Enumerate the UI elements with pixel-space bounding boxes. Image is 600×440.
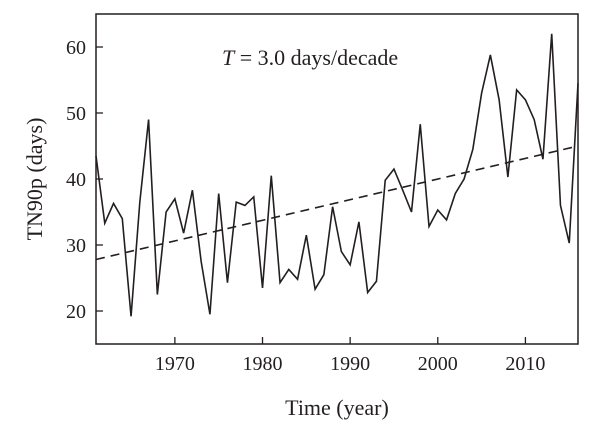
trend-annotation-text: = 3.0 days/decade	[234, 45, 398, 70]
y-axis-label: TN90p (days)	[22, 118, 47, 241]
data-series-line	[95, 33, 579, 317]
trend-annotation: T = 3.0 days/decade	[222, 45, 398, 70]
y-tick-label: 60	[66, 37, 86, 59]
y-tick-label: 20	[66, 301, 86, 323]
plot-frame	[95, 13, 579, 345]
trend-annotation-symbol: T	[222, 45, 236, 70]
series-lines	[95, 33, 579, 317]
x-tick-label: 2000	[418, 353, 458, 375]
axis-ticks	[96, 46, 527, 344]
trend-line	[95, 145, 579, 261]
y-tick-label: 50	[66, 103, 86, 125]
y-tick-label: 40	[66, 169, 86, 191]
y-tick-label: 30	[66, 235, 86, 257]
x-tick-label: 1980	[243, 353, 283, 375]
x-tick-label: 2010	[505, 353, 545, 375]
x-axis-label: Time (year)	[285, 395, 389, 420]
x-tick-label: 1990	[330, 353, 370, 375]
x-tick-label: 1970	[155, 353, 195, 375]
tick-labels: 1970 1980 1990 2000 2010 20 30 40 50 60	[66, 37, 545, 375]
